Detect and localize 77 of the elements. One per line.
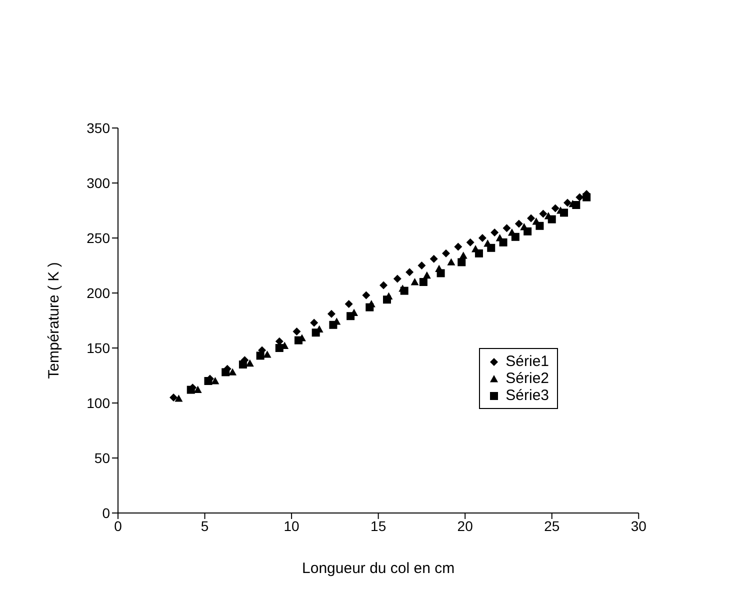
y-tick-label: 300	[86, 174, 110, 191]
point	[466, 238, 474, 246]
point	[222, 368, 230, 376]
point	[442, 249, 450, 258]
point	[410, 278, 419, 286]
x-tick-label: 15	[370, 518, 386, 534]
point	[263, 350, 272, 358]
point	[551, 204, 560, 212]
legend-label: Série2	[506, 370, 549, 387]
y-axis-title: Température ( K )	[45, 262, 62, 379]
y-tick-label: 100	[86, 394, 110, 411]
x-tick-label: 0	[114, 518, 122, 534]
point	[362, 291, 370, 300]
point	[294, 336, 302, 344]
y-tick-label: 0	[102, 504, 110, 521]
point	[478, 234, 486, 242]
point	[393, 274, 402, 283]
y-tick-label: 150	[86, 340, 110, 356]
point	[246, 359, 254, 367]
point	[490, 228, 499, 236]
point	[447, 258, 456, 266]
point	[511, 232, 520, 241]
point	[572, 201, 580, 209]
legend-label: Série1	[506, 353, 549, 370]
y-tick-label: 50	[94, 450, 110, 466]
point	[344, 300, 353, 308]
y-tick-label: 350	[86, 120, 110, 136]
point	[383, 296, 391, 304]
point	[582, 193, 591, 202]
point	[563, 198, 572, 207]
point	[329, 320, 338, 329]
legend-label: Série3	[506, 387, 549, 404]
point	[499, 238, 508, 246]
point	[366, 303, 374, 312]
y-tick-label: 200	[86, 284, 110, 301]
point	[400, 286, 408, 295]
point	[292, 328, 301, 336]
point	[576, 193, 584, 202]
point	[514, 220, 523, 228]
x-tick-label: 30	[630, 518, 647, 534]
point	[474, 249, 483, 258]
x-axis-title: Longueur du col en cm	[302, 560, 455, 577]
point	[419, 278, 428, 286]
point	[418, 262, 426, 270]
point	[548, 215, 556, 224]
y-tick-label: 250	[86, 230, 110, 246]
point	[406, 268, 414, 276]
point	[327, 310, 336, 318]
x-tick-label: 25	[544, 518, 560, 534]
point	[312, 328, 320, 337]
point	[194, 386, 202, 393]
point	[275, 344, 284, 352]
point	[502, 224, 511, 232]
point	[346, 312, 355, 320]
point	[430, 254, 438, 263]
point	[174, 394, 183, 402]
point	[256, 352, 264, 360]
point	[560, 208, 568, 217]
point	[539, 210, 548, 218]
x-tick-label: 5	[200, 518, 209, 534]
point	[204, 377, 212, 385]
point	[310, 318, 318, 327]
point	[170, 394, 178, 402]
point	[211, 377, 220, 384]
x-tick-label: 20	[457, 518, 474, 534]
point	[536, 222, 544, 230]
point	[436, 269, 445, 278]
point	[454, 242, 462, 251]
point	[524, 227, 532, 236]
point	[228, 368, 237, 376]
point	[527, 214, 536, 222]
point	[238, 360, 247, 368]
point	[380, 281, 388, 290]
point	[487, 244, 496, 252]
point	[458, 258, 466, 266]
point	[422, 271, 431, 279]
x-tick-label: 10	[284, 518, 300, 534]
